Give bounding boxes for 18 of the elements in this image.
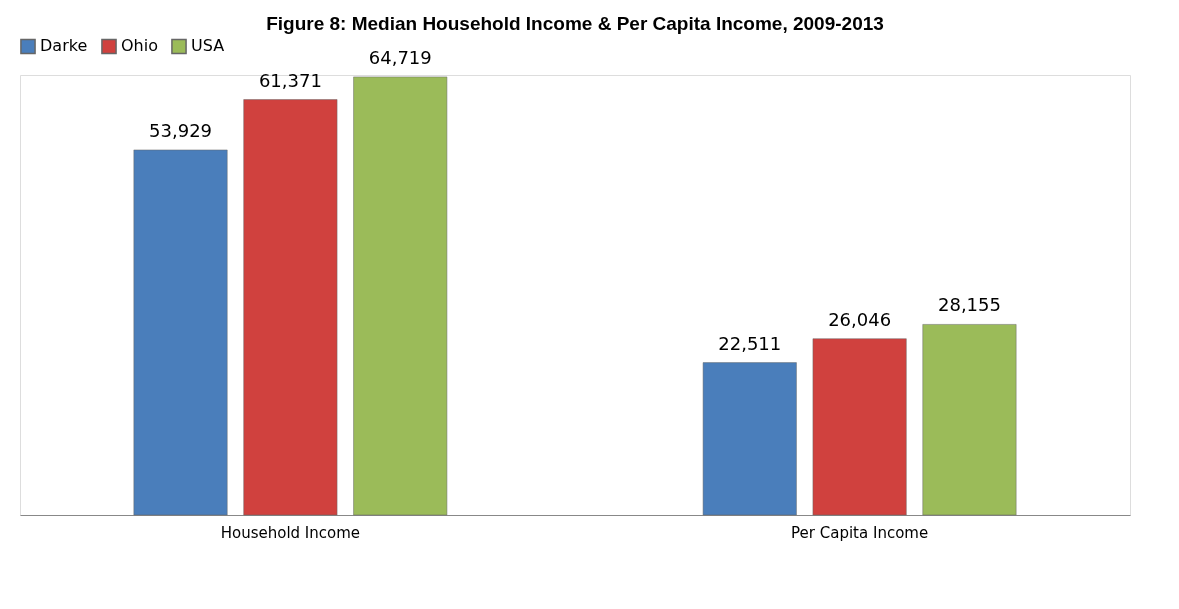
legend-label: USA — [191, 36, 225, 56]
bar — [243, 99, 338, 516]
bar — [812, 338, 907, 516]
data-label: 64,719 — [368, 46, 432, 68]
x-tick-label: Household Income — [220, 523, 361, 542]
legend-label: Darke — [40, 36, 88, 56]
x-tick-label: Per Capita Income — [791, 523, 929, 542]
data-label: 26,046 — [828, 308, 892, 330]
chart-title: Figure 8: Median Household Income & Per Capita Income, 2009-2013 — [266, 13, 884, 34]
bar — [133, 149, 228, 516]
data-label: 22,511 — [718, 332, 782, 354]
bar — [702, 362, 797, 516]
data-label: 61,371 — [258, 69, 322, 91]
data-label: 28,155 — [937, 294, 1001, 316]
bar — [353, 76, 448, 516]
legend-label: Ohio — [121, 36, 158, 56]
data-label: 53,929 — [149, 119, 213, 141]
bar — [922, 324, 1017, 516]
